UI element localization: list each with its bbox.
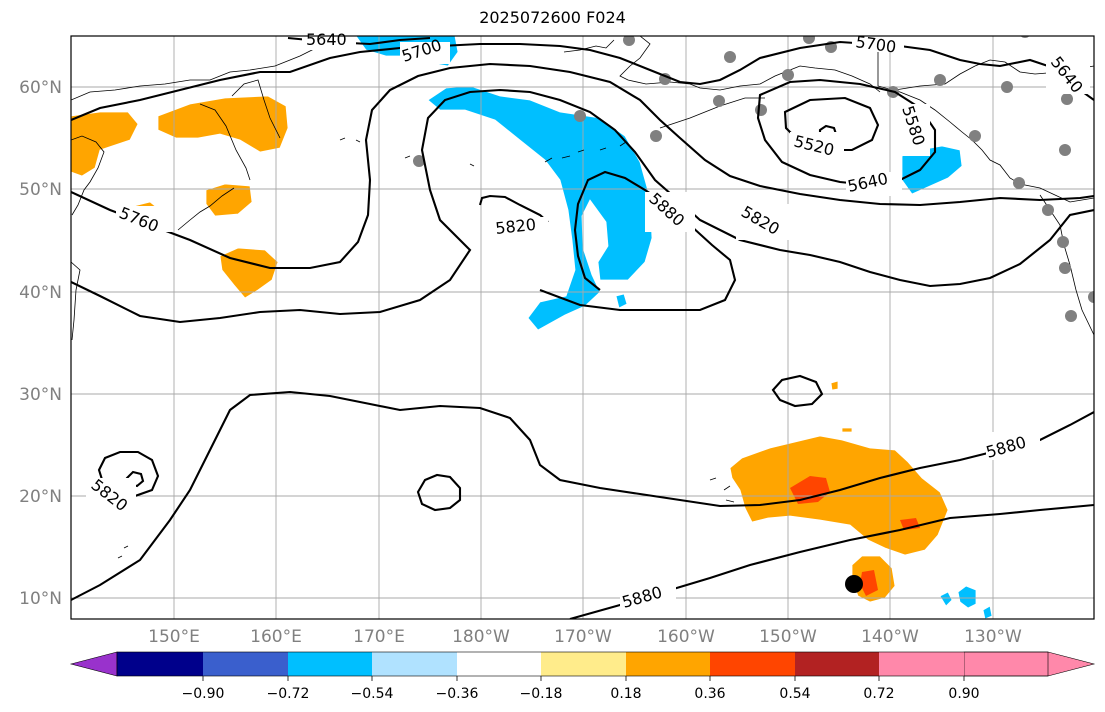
colorbar-segment (710, 652, 795, 676)
colorbar-segment (372, 652, 457, 676)
colorbar-extend-high (963, 651, 1096, 677)
contour-label: 5820 (494, 215, 536, 238)
colorbar-tick-label: −0.54 (351, 686, 394, 702)
colorbar-segment (879, 652, 964, 676)
lon-label: 150°E (148, 627, 200, 647)
contour-label: 5640 (306, 30, 347, 49)
graticule (71, 36, 1094, 619)
lat-label: 10°N (19, 589, 62, 609)
map-title: 2025072600 F024 (479, 8, 626, 27)
colorbar-tick-label: 0.72 (863, 686, 894, 702)
colorbar-extend-low (69, 651, 118, 677)
colorbar-tick-label: −0.18 (520, 686, 563, 702)
lon-label: 130°W (964, 627, 1022, 647)
positive-anomaly-region (205, 183, 253, 217)
map-frame (70, 35, 1095, 620)
colorbar-segment (288, 652, 372, 676)
positive-anomaly-region (841, 427, 853, 433)
colorbar-tick-label: 0.90 (948, 686, 979, 702)
positive-anomaly-region (71, 111, 139, 177)
lat-label: 50°N (19, 180, 62, 200)
height-contours (71, 36, 1094, 619)
lon-label: 180°W (452, 627, 510, 647)
contour-labels: 5640 5700 5700 5640 5760 5820 5880 5520 … (86, 30, 1090, 612)
colorbar-segment (457, 652, 541, 676)
positive-anomaly-region (729, 435, 949, 556)
colorbar-tick-label: 0.36 (694, 686, 725, 702)
lon-label: 170°W (554, 627, 612, 647)
station-markers (413, 36, 1094, 322)
lat-label: 60°N (19, 78, 62, 98)
colorbar-tick-label: −0.90 (182, 686, 225, 702)
colorbar-segment (626, 652, 710, 676)
lon-label: 160°E (250, 627, 302, 647)
lon-label: 170°E (353, 627, 405, 647)
colorbar-segment (203, 652, 288, 676)
latitude-labels: 60°N 50°N 40°N 30°N 20°N 10°N (19, 78, 62, 609)
colorbar-tick-label: 0.54 (779, 686, 810, 702)
lon-label: 150°W (759, 627, 817, 647)
lat-label: 30°N (19, 385, 62, 405)
positive-anomaly-region (157, 95, 289, 153)
lat-label: 20°N (19, 487, 62, 507)
lat-label: 40°N (19, 283, 62, 303)
strong-positive-anomaly-region (790, 476, 830, 504)
negative-anomaly-region (615, 293, 628, 309)
position-marker (845, 575, 863, 593)
strong-positive-anomaly-region (860, 570, 878, 596)
positive-anomaly-region (219, 247, 279, 299)
negative-anomaly-region (939, 591, 953, 607)
colorbar-segment (795, 652, 879, 676)
colorbar-tick-label: 0.18 (610, 686, 641, 702)
lon-label: 160°W (657, 627, 715, 647)
lon-label: 140°W (861, 627, 919, 647)
negative-anomaly-region (957, 585, 977, 609)
positive-anomaly-region (830, 380, 839, 391)
colorbar: −0.90 −0.72 −0.54 −0.36 −0.18 0.18 0.36 … (69, 651, 1096, 702)
longitude-labels: 150°E 160°E 170°E 180°W 170°W 160°W 150°… (148, 627, 1022, 647)
negative-anomaly-region (901, 145, 963, 195)
colorbar-segment (541, 652, 626, 676)
colorbar-tick-label: −0.72 (267, 686, 310, 702)
negative-anomaly-region (982, 605, 993, 619)
colorbar-segment (117, 652, 203, 676)
colorbar-tick-label: −0.36 (436, 686, 479, 702)
